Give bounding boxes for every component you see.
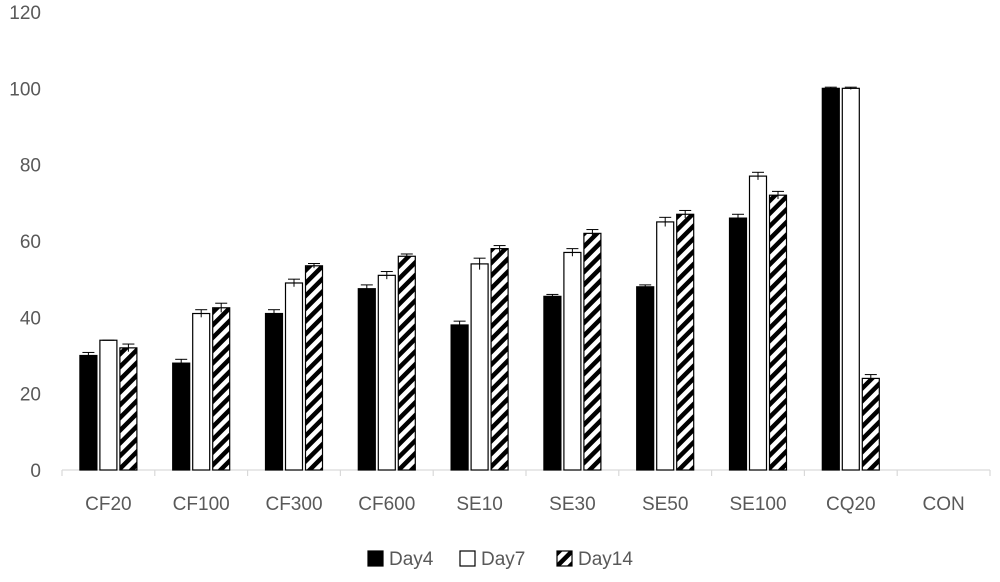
bar-day7 — [192, 312, 211, 471]
bar-day14 — [861, 377, 880, 471]
x-category-label: CON — [922, 494, 964, 515]
y-tick-label: 80 — [20, 156, 41, 177]
x-category-label: SE30 — [549, 494, 595, 515]
x-category-label: SE10 — [456, 494, 502, 515]
y-tick-label: 120 — [9, 3, 41, 24]
bar-day14 — [676, 213, 695, 471]
bar-day7 — [563, 251, 582, 471]
bar-day14 — [212, 307, 231, 471]
x-category-label: CF20 — [85, 494, 131, 515]
y-tick-label: 60 — [20, 232, 41, 253]
bar-day7 — [656, 221, 675, 471]
bar-day4 — [264, 312, 284, 471]
bar-day7 — [748, 175, 768, 471]
bar-day4 — [636, 286, 655, 471]
x-category-label: SE100 — [729, 494, 786, 515]
x-category-label: CQ20 — [826, 494, 876, 515]
legend-label-day14: Day14 — [578, 549, 633, 570]
legend-swatch-day4 — [367, 550, 384, 567]
x-axis: CF20 CF100 CF300 CF600 SE10 SE30 SE50 SE100 CQ20… — [61, 469, 991, 515]
bar-day14 — [768, 194, 788, 471]
bar-day7 — [377, 274, 396, 471]
bar-day4 — [728, 217, 748, 471]
legend-label-day4: Day4 — [389, 549, 434, 570]
bar-day4 — [821, 87, 840, 471]
bar-day4 — [357, 288, 376, 471]
x-category-label: SE50 — [642, 494, 688, 515]
bar-day4 — [450, 324, 469, 471]
y-axis: 0 20 40 60 80 100 120 — [9, 3, 41, 482]
bar-day14 — [490, 248, 509, 471]
legend: Day4 Day7 Day14 — [367, 549, 633, 570]
bar-day4 — [79, 354, 98, 471]
bar-day14 — [304, 265, 324, 471]
bars-layer — [79, 86, 880, 471]
bar-day7 — [99, 339, 118, 471]
legend-swatch-day7 — [459, 550, 476, 567]
y-tick-label: 100 — [9, 79, 41, 100]
bar-day7 — [284, 282, 304, 471]
bar-day7 — [470, 263, 489, 471]
y-tick-label: 40 — [20, 308, 41, 329]
legend-label-day7: Day7 — [481, 549, 525, 570]
bar-day14 — [397, 255, 416, 471]
bar-day14 — [119, 347, 138, 471]
bar-day4 — [172, 362, 191, 471]
legend-swatch-day14 — [556, 550, 573, 567]
x-category-label: CF100 — [173, 494, 230, 515]
bar-day14 — [583, 232, 602, 471]
x-category-label: CF300 — [265, 494, 322, 515]
y-tick-label: 20 — [20, 385, 41, 406]
bar-day4 — [543, 295, 562, 471]
bar-day7 — [841, 87, 860, 471]
x-category-label: CF600 — [358, 494, 415, 515]
y-tick-label: 0 — [30, 461, 41, 482]
